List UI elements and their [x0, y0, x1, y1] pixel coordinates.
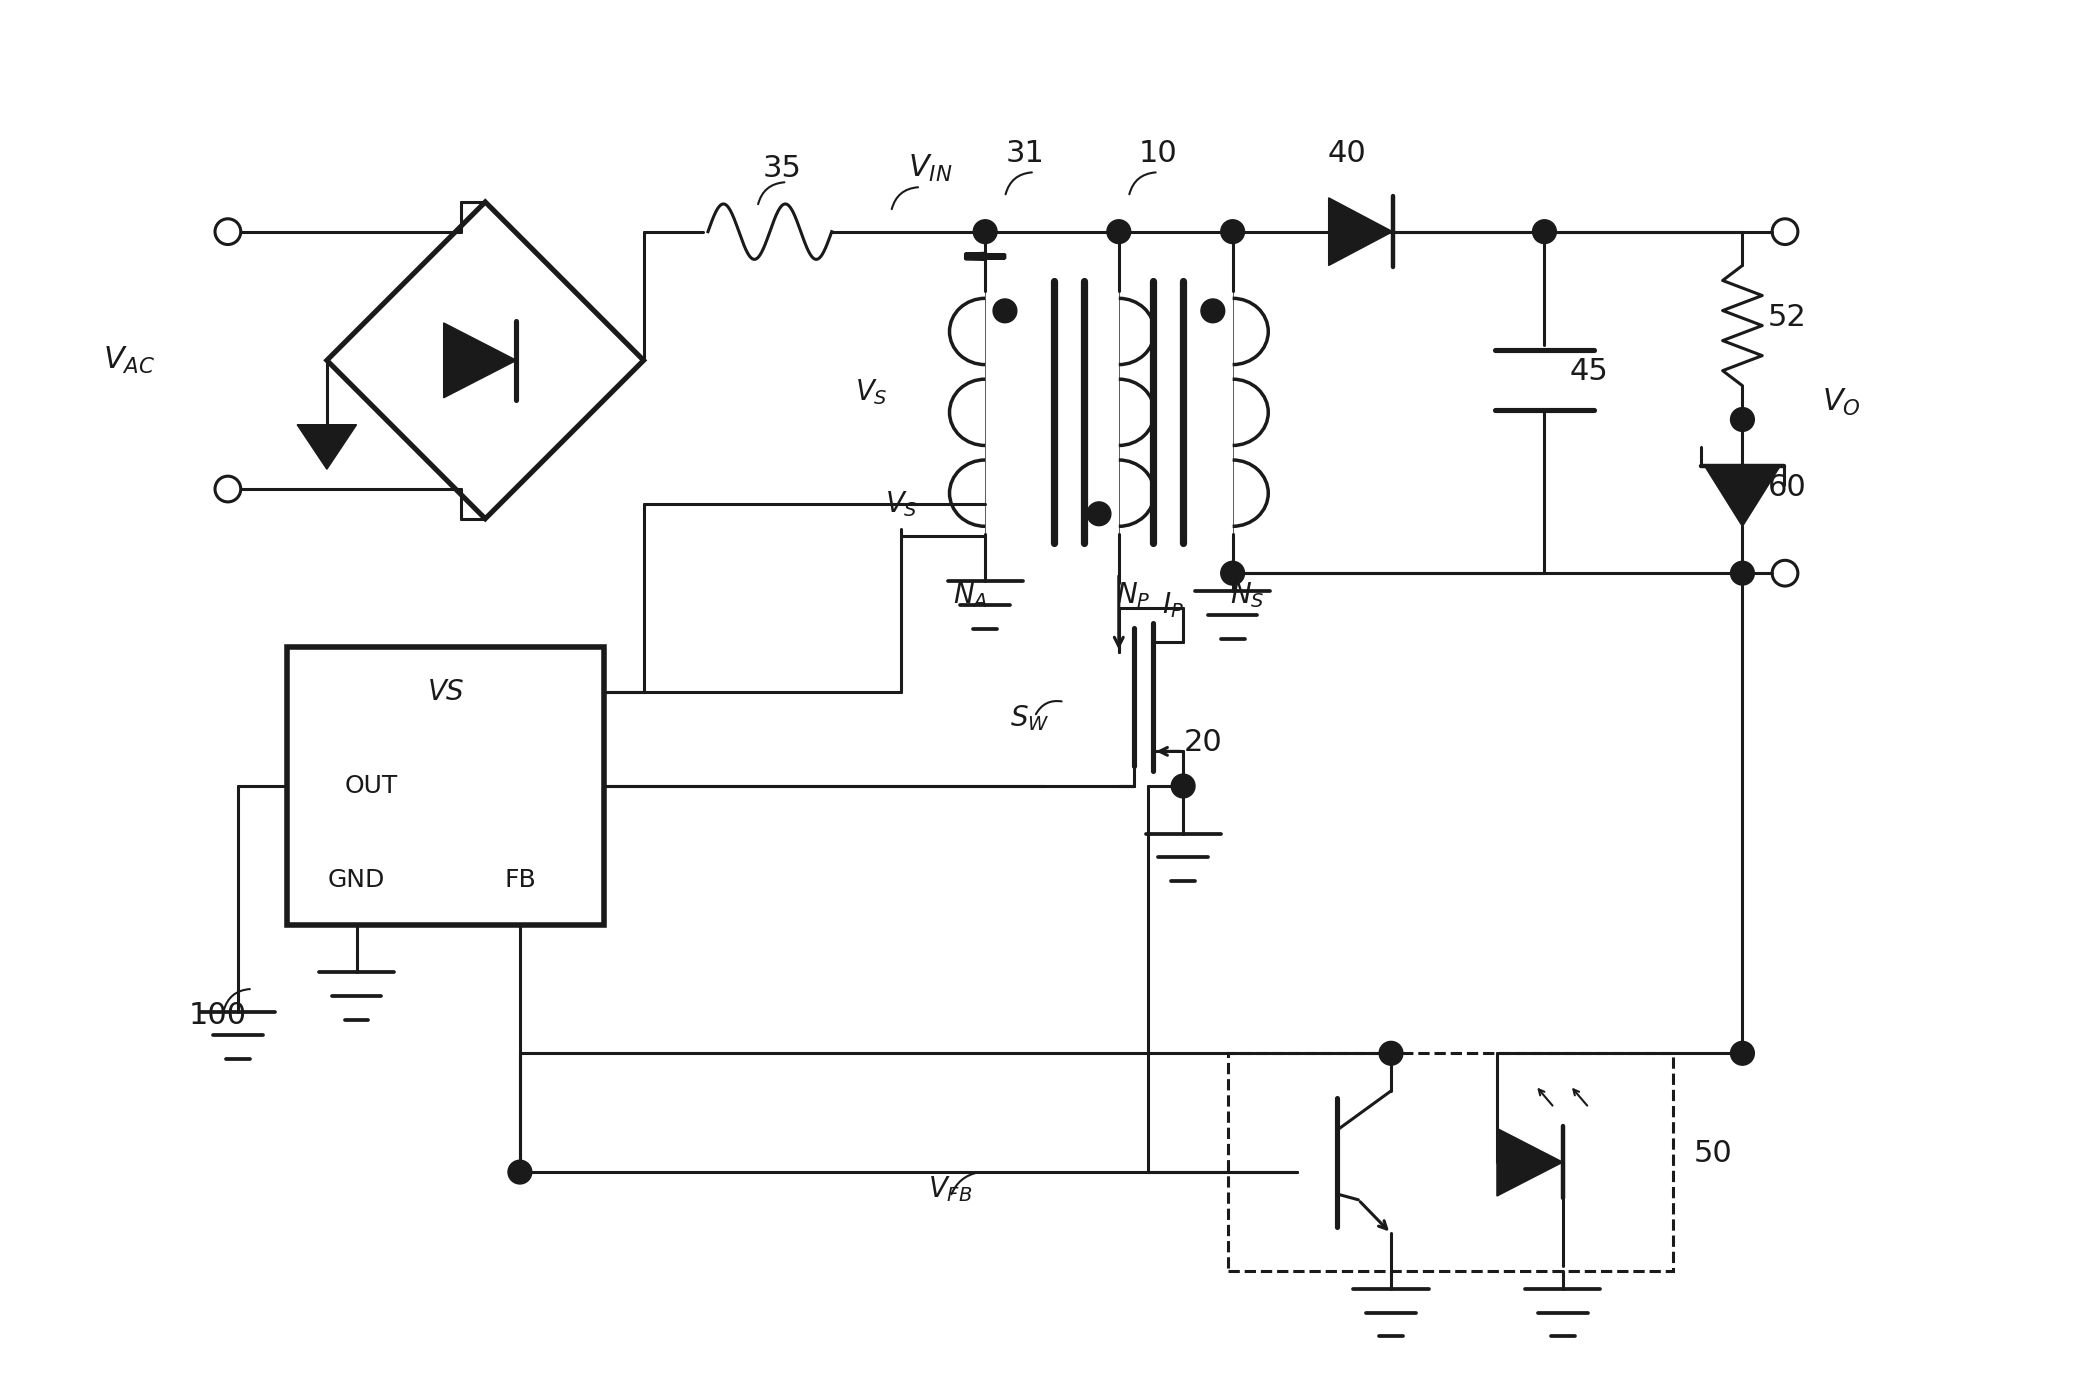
Circle shape — [1171, 774, 1194, 797]
Text: 40: 40 — [1327, 139, 1366, 168]
Polygon shape — [298, 424, 357, 470]
Circle shape — [1532, 220, 1555, 244]
Text: $N_A$: $N_A$ — [953, 580, 989, 610]
Circle shape — [1106, 220, 1131, 244]
Text: FB: FB — [504, 868, 535, 892]
Polygon shape — [1329, 198, 1392, 266]
Text: 50: 50 — [1694, 1139, 1732, 1168]
Text: $N_P$: $N_P$ — [1117, 580, 1150, 610]
Circle shape — [1730, 408, 1755, 431]
Circle shape — [1087, 501, 1110, 526]
Text: $S_W$: $S_W$ — [1010, 704, 1050, 734]
Text: $V_{FB}$: $V_{FB}$ — [928, 1173, 972, 1203]
Circle shape — [993, 299, 1016, 322]
Text: 45: 45 — [1570, 357, 1608, 386]
Circle shape — [1730, 562, 1755, 585]
Text: 31: 31 — [1005, 139, 1043, 168]
Text: 35: 35 — [762, 154, 802, 183]
Text: 10: 10 — [1140, 139, 1178, 168]
Text: OUT: OUT — [344, 774, 399, 799]
Circle shape — [1379, 1041, 1402, 1066]
Circle shape — [1730, 1041, 1755, 1066]
Text: 60: 60 — [1767, 474, 1807, 503]
Polygon shape — [443, 324, 516, 398]
Text: GND: GND — [327, 868, 386, 892]
Text: VS: VS — [428, 677, 464, 706]
Text: $I_P$: $I_P$ — [1163, 589, 1184, 620]
Text: $V_O$: $V_O$ — [1822, 387, 1862, 419]
Text: $V_S$: $V_S$ — [854, 377, 888, 406]
Text: $V_S$: $V_S$ — [884, 489, 917, 519]
Circle shape — [1222, 562, 1245, 585]
Circle shape — [508, 1161, 531, 1184]
Circle shape — [974, 220, 997, 244]
Text: $V_{IN}$: $V_{IN}$ — [909, 153, 953, 185]
Text: 20: 20 — [1184, 728, 1222, 757]
Text: $V_{AC}$: $V_{AC}$ — [103, 344, 155, 376]
Polygon shape — [1704, 467, 1780, 526]
Circle shape — [1222, 220, 1245, 244]
Circle shape — [1201, 299, 1224, 322]
Polygon shape — [1497, 1128, 1564, 1197]
Text: $N_S$: $N_S$ — [1230, 580, 1266, 610]
Text: 52: 52 — [1767, 303, 1807, 332]
Text: 100: 100 — [189, 1001, 248, 1030]
